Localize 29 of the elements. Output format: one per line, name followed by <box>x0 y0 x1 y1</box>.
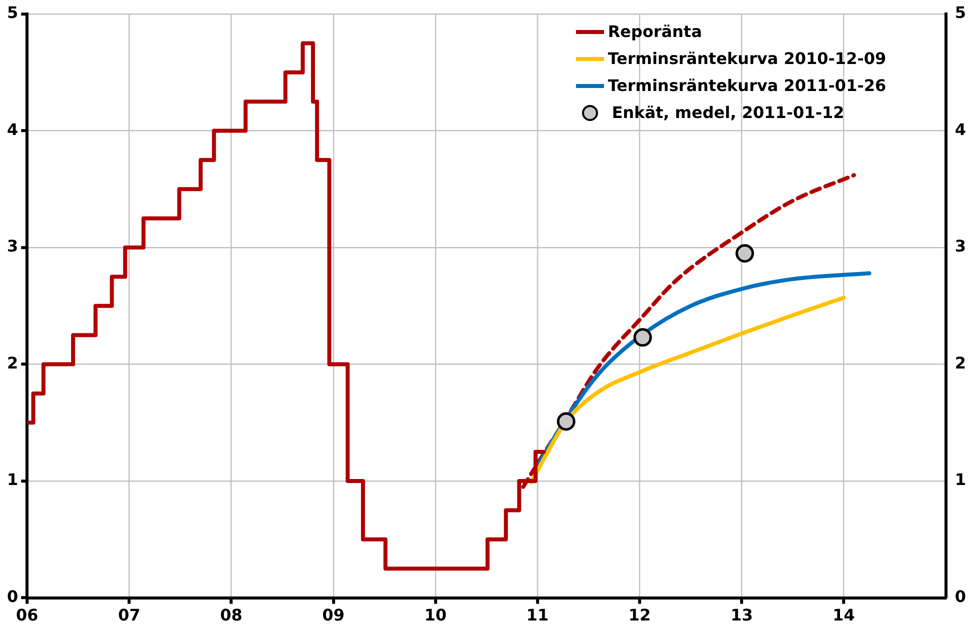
x-tick-label: 13 <box>730 606 753 625</box>
point <box>556 412 576 431</box>
point <box>736 244 754 263</box>
line-series <box>529 296 846 484</box>
x-tick-label: 11 <box>526 606 549 625</box>
x-tick-label: 10 <box>424 606 447 625</box>
legend-label: Terminsräntekurva 2011-01-26 <box>608 76 886 95</box>
x-tick-label: 06 <box>16 606 38 625</box>
y-tick-label: 3 <box>6 236 18 256</box>
x-tick-label: 08 <box>220 606 242 625</box>
x-tick-label: 09 <box>322 606 345 625</box>
legend-label: Terminsräntekurva 2010-12-09 <box>608 49 886 68</box>
y2-tick-label: 3 <box>954 236 966 256</box>
y-tick-label: 0 <box>6 586 18 606</box>
x-tick-label: 12 <box>628 606 651 625</box>
y-tick-label: 4 <box>6 120 18 139</box>
y2-tick-label: 1 <box>954 470 966 490</box>
y-tick-label: 5 <box>6 3 18 22</box>
legend-label: Reporänta <box>608 22 702 41</box>
x-tick-label: 07 <box>118 606 140 625</box>
legend-label: Enkät, medel, 2011-01-12 <box>612 103 844 122</box>
point <box>633 328 652 347</box>
y-tick-label: 1 <box>6 470 18 490</box>
y2-tick-label: 0 <box>954 586 966 606</box>
y2-tick-label: 4 <box>954 120 966 139</box>
y-tick-label: 2 <box>6 353 18 372</box>
y2-tick-label: 2 <box>954 353 966 372</box>
x-tick-label: 14 <box>832 606 855 625</box>
y2-tick-label: 5 <box>954 3 966 22</box>
